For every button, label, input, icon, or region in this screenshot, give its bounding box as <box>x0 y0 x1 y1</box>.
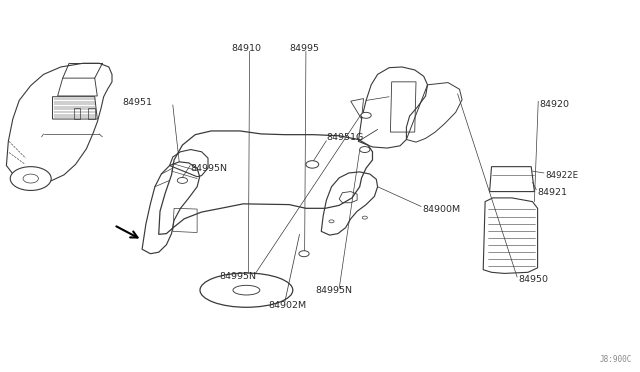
Text: 84951G: 84951G <box>326 133 364 142</box>
Text: 84900M: 84900M <box>422 205 461 214</box>
Circle shape <box>360 147 370 153</box>
Text: 84910: 84910 <box>232 44 262 53</box>
Circle shape <box>299 251 309 257</box>
Circle shape <box>361 112 371 118</box>
Text: 84922E: 84922E <box>545 171 579 180</box>
Circle shape <box>362 216 367 219</box>
Circle shape <box>306 161 319 168</box>
Circle shape <box>23 174 38 183</box>
Text: 84995N: 84995N <box>191 164 228 173</box>
Text: 84995: 84995 <box>289 44 319 53</box>
Ellipse shape <box>233 285 260 295</box>
Text: 84951: 84951 <box>123 98 152 107</box>
Text: 84921: 84921 <box>538 188 568 197</box>
Text: 84995N: 84995N <box>219 272 256 280</box>
Text: J8:900C: J8:900C <box>600 355 632 364</box>
Circle shape <box>10 167 51 190</box>
Text: 84995N: 84995N <box>315 286 352 295</box>
Circle shape <box>329 220 334 223</box>
Text: 84950: 84950 <box>518 275 548 284</box>
Text: 84902M: 84902M <box>269 301 307 310</box>
Text: 84920: 84920 <box>540 100 570 109</box>
Ellipse shape <box>200 273 293 307</box>
Circle shape <box>177 177 188 183</box>
